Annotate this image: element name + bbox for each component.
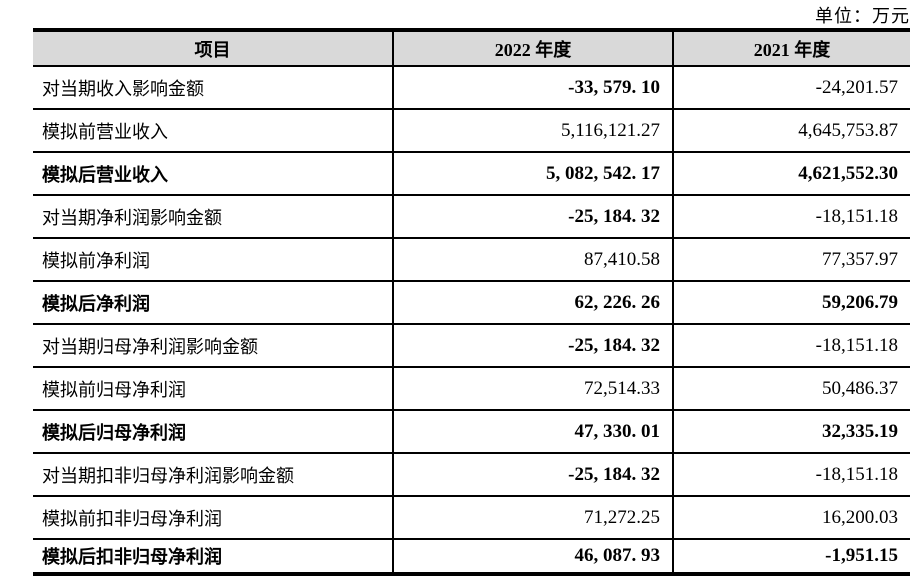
table-body: 对当期收入影响金额 -33, 579. 10 -24,201.57 模拟前营业收入 5,… [33, 66, 910, 575]
value-2022-cell: 5, 082, 542. 17 [392, 152, 673, 196]
value-2022-cell: -33, 579. 10 [392, 66, 673, 110]
table-row: 模拟前归母净利润 72,514.33 50,486.37 [33, 367, 910, 411]
value-2021-cell: -24,201.57 [672, 66, 910, 110]
value-2021-cell: -18,151.18 [672, 195, 910, 239]
value-2021-cell: 16,200.03 [672, 496, 910, 540]
value-2021-cell: 32,335.19 [672, 410, 910, 454]
table-row: 模拟前净利润 87,410.58 77,357.97 [33, 238, 910, 282]
table-row: 模拟后营业收入 5, 082, 542. 17 4,621,552.30 [33, 152, 910, 196]
row-label-cell: 模拟前营业收入 [33, 109, 393, 153]
value-2022-cell: 72,514.33 [392, 367, 673, 411]
row-label-cell: 模拟后营业收入 [33, 152, 393, 196]
unit-label: 单位：万元 [815, 6, 910, 26]
table-row: 对当期收入影响金额 -33, 579. 10 -24,201.57 [33, 66, 910, 110]
row-label-cell: 模拟后归母净利润 [33, 410, 393, 454]
value-2021-cell: 4,645,753.87 [672, 109, 910, 153]
row-label-cell: 对当期归母净利润影响金额 [33, 324, 393, 368]
financial-table: 项目 2022 年度 2021 年度 对当期收入影响金额 -33, 579. 10… [33, 28, 910, 576]
row-label-cell: 模拟前净利润 [33, 238, 393, 282]
row-label-cell: 模拟后净利润 [33, 281, 393, 325]
column-header-2021: 2021 年度 [672, 30, 910, 67]
table-row: 模拟后归母净利润 47, 330. 01 32,335.19 [33, 410, 910, 454]
value-2022-cell: 47, 330. 01 [392, 410, 673, 454]
row-label-cell: 模拟前扣非归母净利润 [33, 496, 393, 540]
row-label-cell: 模拟前归母净利润 [33, 367, 393, 411]
value-2021-cell: -1,951.15 [672, 539, 910, 575]
table-row: 模拟后净利润 62, 226. 26 59,206.79 [33, 281, 910, 325]
table-row: 对当期扣非归母净利润影响金额 -25, 184. 32 -18,151.18 [33, 453, 910, 497]
value-2022-cell: -25, 184. 32 [392, 453, 673, 497]
table-row: 对当期归母净利润影响金额 -25, 184. 32 -18,151.18 [33, 324, 910, 368]
table-row: 对当期净利润影响金额 -25, 184. 32 -18,151.18 [33, 195, 910, 239]
value-2021-cell: -18,151.18 [672, 453, 910, 497]
value-2021-cell: 50,486.37 [672, 367, 910, 411]
row-label-cell: 对当期净利润影响金额 [33, 195, 393, 239]
value-2022-cell: -25, 184. 32 [392, 324, 673, 368]
row-label-cell: 对当期扣非归母净利润影响金额 [33, 453, 393, 497]
value-2022-cell: -25, 184. 32 [392, 195, 673, 239]
value-2021-cell: -18,151.18 [672, 324, 910, 368]
value-2022-cell: 87,410.58 [392, 238, 673, 282]
table-row: 模拟后扣非归母净利润 46, 087. 93 -1,951.15 [33, 539, 910, 575]
row-label-cell: 对当期收入影响金额 [33, 66, 393, 110]
column-header-2022: 2022 年度 [392, 30, 673, 67]
value-2022-cell: 71,272.25 [392, 496, 673, 540]
value-2021-cell: 59,206.79 [672, 281, 910, 325]
table-row: 模拟前扣非归母净利润 71,272.25 16,200.03 [33, 496, 910, 540]
table-row: 模拟前营业收入 5,116,121.27 4,645,753.87 [33, 109, 910, 153]
value-2021-cell: 4,621,552.30 [672, 152, 910, 196]
value-2022-cell: 5,116,121.27 [392, 109, 673, 153]
value-2021-cell: 77,357.97 [672, 238, 910, 282]
column-header-item: 项目 [33, 30, 393, 67]
table-header-row: 项目 2022 年度 2021 年度 [33, 30, 910, 67]
row-label-cell: 模拟后扣非归母净利润 [33, 539, 393, 575]
value-2022-cell: 62, 226. 26 [392, 281, 673, 325]
value-2022-cell: 46, 087. 93 [392, 539, 673, 575]
